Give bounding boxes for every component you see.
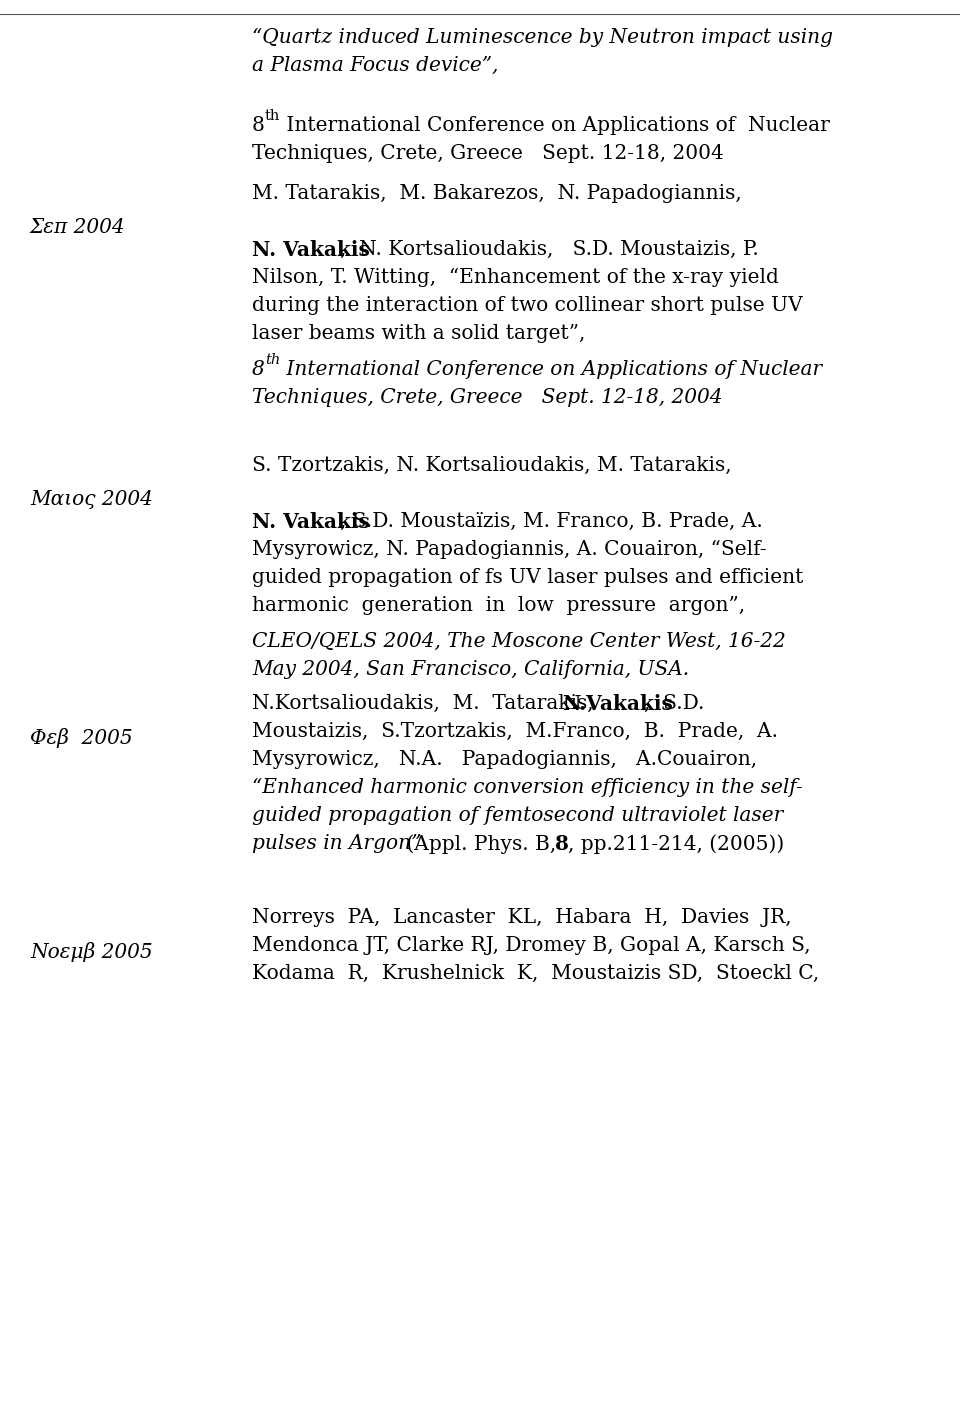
Text: May 2004, San Francisco, California, USA.: May 2004, San Francisco, California, USA… [252,660,689,678]
Text: International Conference on Applications of  Nuclear: International Conference on Applications… [280,115,829,135]
Text: Techniques, Crete, Greece   Sept. 12-18, 2004: Techniques, Crete, Greece Sept. 12-18, 2… [252,144,724,162]
Text: ,  S.D.: , S.D. [644,694,705,712]
Text: S. Tzortzakis, N. Kortsalioudakis, M. Tatarakis,: S. Tzortzakis, N. Kortsalioudakis, M. Ta… [252,456,732,475]
Text: CLEO/QELS 2004, The Moscone Center West, 16-22: CLEO/QELS 2004, The Moscone Center West,… [252,633,785,651]
Text: 8: 8 [252,115,265,135]
Text: Mysyrowicz,   N.A.   Papadogiannis,   A.Couairon,: Mysyrowicz, N.A. Papadogiannis, A.Couair… [252,750,757,770]
Text: Techniques, Crete, Greece   Sept. 12-18, 2004: Techniques, Crete, Greece Sept. 12-18, 2… [252,388,723,408]
Text: th: th [265,353,280,368]
Text: 8: 8 [252,361,265,379]
Text: guided propagation of fs UV laser pulses and efficient: guided propagation of fs UV laser pulses… [252,569,804,587]
Text: Moustaizis,  S.Tzortzakis,  M.Franco,  B.  Prade,  A.: Moustaizis, S.Tzortzakis, M.Franco, B. P… [252,722,778,741]
Text: laser beams with a solid target”,: laser beams with a solid target”, [252,323,586,343]
Text: 8: 8 [555,834,569,854]
Text: guided propagation of femtosecond ultraviolet laser: guided propagation of femtosecond ultrav… [252,807,783,825]
Text: “Quartz induced Luminescence by Neutron impact using: “Quartz induced Luminescence by Neutron … [252,28,833,47]
Text: N. Vakakis: N. Vakakis [252,239,370,259]
Text: during the interaction of two collinear short pulse UV: during the interaction of two collinear … [252,296,803,315]
Text: International Conference on Applications of Nuclear: International Conference on Applications… [280,361,822,379]
Text: M. Tatarakis,  M. Bakarezos,  N. Papadogiannis,: M. Tatarakis, M. Bakarezos, N. Papadogia… [252,184,742,202]
Text: Nilson, T. Witting,  “Enhancement of the x-ray yield: Nilson, T. Witting, “Enhancement of the … [252,268,779,286]
Text: ,  N. Kortsalioudakis,   S.D. Moustaizis, P.: , N. Kortsalioudakis, S.D. Moustaizis, P… [340,239,758,259]
Text: N.Vakakis: N.Vakakis [562,694,673,714]
Text: harmonic  generation  in  low  pressure  argon”,: harmonic generation in low pressure argo… [252,596,745,616]
Text: “Enhanced harmonic conversion efficiency in the self-: “Enhanced harmonic conversion efficiency… [252,778,803,797]
Text: Norreys  PA,  Lancaster  KL,  Habara  H,  Davies  JR,: Norreys PA, Lancaster KL, Habara H, Davi… [252,908,792,928]
Text: Φεβ  2005: Φεβ 2005 [30,728,132,748]
Text: a Plasma Focus device”,: a Plasma Focus device”, [252,56,498,76]
Text: (Appl. Phys. B,: (Appl. Phys. B, [400,834,563,854]
Text: N.Kortsalioudakis,  M.  Tatarakis,: N.Kortsalioudakis, M. Tatarakis, [252,694,607,712]
Text: Mysyrowicz, N. Papadogiannis, A. Couairon, “Self-: Mysyrowicz, N. Papadogiannis, A. Couairo… [252,540,767,559]
Text: Νοεμβ 2005: Νοεμβ 2005 [30,942,153,962]
Text: , pp.211-214, (2005)): , pp.211-214, (2005)) [568,834,784,854]
Text: Σεπ 2004: Σεπ 2004 [30,218,126,237]
Text: Kodama  R,  Krushelnick  K,  Moustaizis SD,  Stoeckl C,: Kodama R, Krushelnick K, Moustaizis SD, … [252,963,819,983]
Text: , S.D. Moustaïzis, M. Franco, B. Prade, A.: , S.D. Moustaïzis, M. Franco, B. Prade, … [340,512,763,532]
Text: Mendonca JT, Clarke RJ, Dromey B, Gopal A, Karsch S,: Mendonca JT, Clarke RJ, Dromey B, Gopal … [252,936,810,955]
Text: N. Vakakis: N. Vakakis [252,512,370,532]
Text: pulses in Argon”: pulses in Argon” [252,834,421,854]
Text: th: th [265,108,280,123]
Text: Μαιος 2004: Μαιος 2004 [30,490,153,509]
